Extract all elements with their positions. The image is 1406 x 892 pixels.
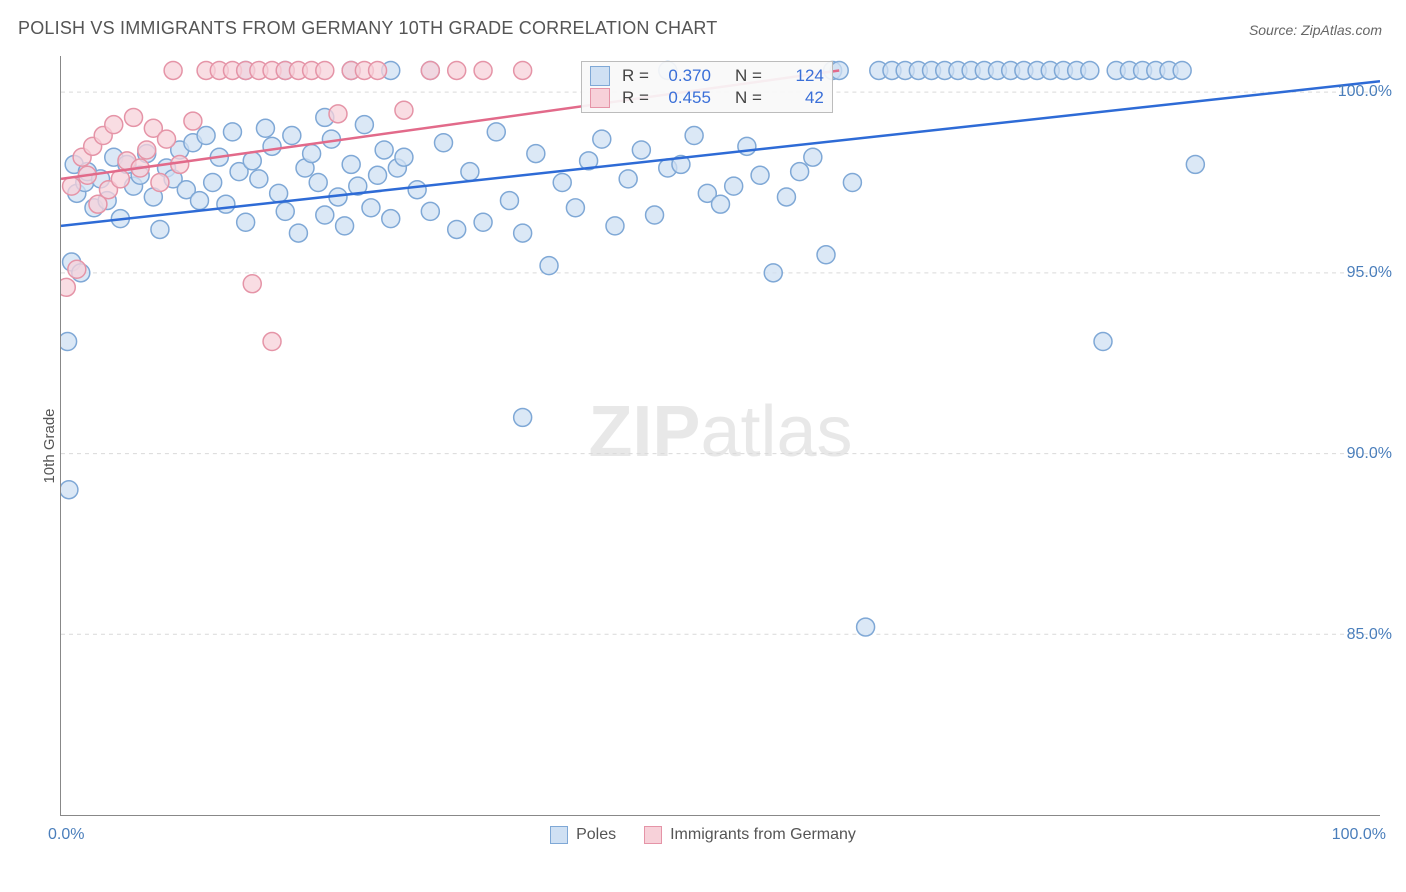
swatch-germany-icon — [644, 826, 662, 844]
swatch-poles-icon — [550, 826, 568, 844]
y-tick-label: 100.0% — [1338, 83, 1392, 101]
y-tick-label: 85.0% — [1347, 626, 1392, 644]
y-tick-label: 90.0% — [1347, 445, 1392, 463]
source-label: Source: ZipAtlas.com — [1249, 22, 1382, 38]
plot-area: ZIPatlas R = 0.370 N = 124 R = 0.455 N =… — [60, 56, 1380, 816]
swatch-germany — [590, 88, 610, 108]
legend-bottom: Poles Immigrants from Germany — [0, 826, 1406, 844]
stats-legend-box: R = 0.370 N = 124 R = 0.455 N = 42 — [581, 61, 833, 113]
chart-title: POLISH VS IMMIGRANTS FROM GERMANY 10TH G… — [18, 18, 718, 39]
swatch-poles — [590, 66, 610, 86]
legend-item-germany: Immigrants from Germany — [644, 826, 856, 844]
y-axis-label: 10th Grade — [41, 408, 58, 483]
y-tick-label: 95.0% — [1347, 264, 1392, 282]
stats-row-poles: R = 0.370 N = 124 — [590, 66, 824, 86]
chart-svg — [61, 56, 1380, 815]
stats-row-germany: R = 0.455 N = 42 — [590, 88, 824, 108]
legend-item-poles: Poles — [550, 826, 616, 844]
